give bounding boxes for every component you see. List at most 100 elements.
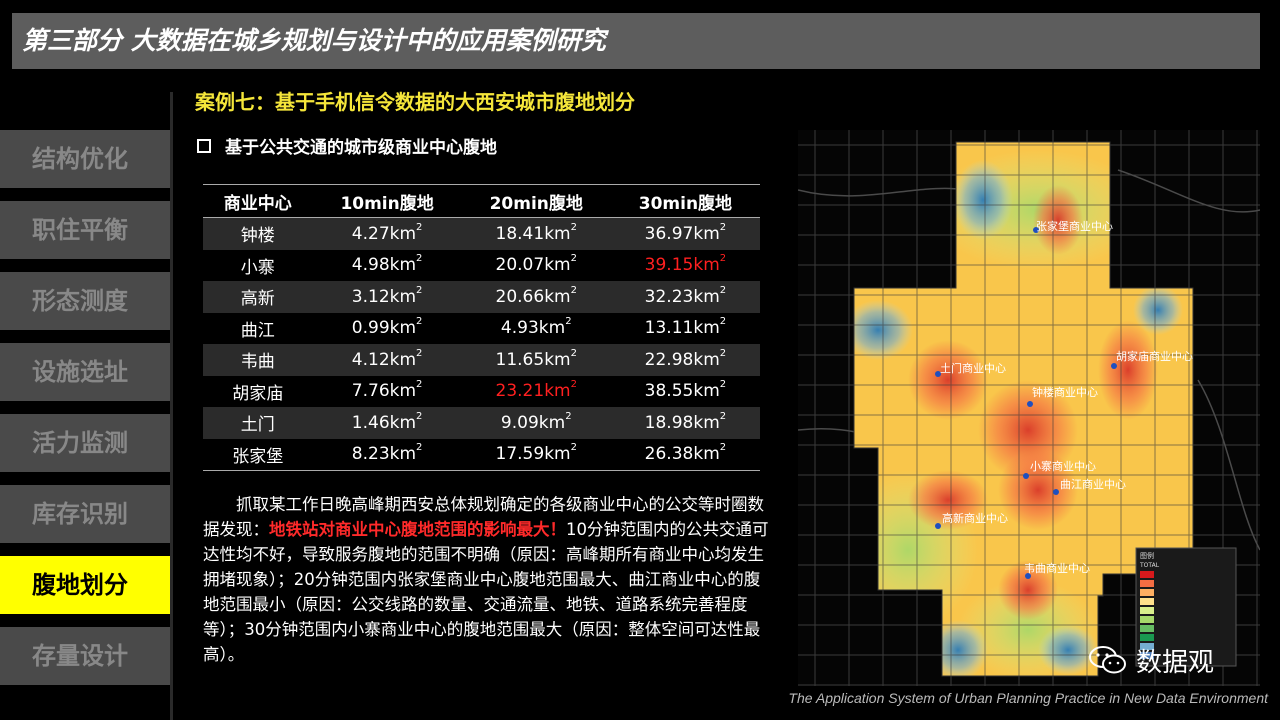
findings-text-2: 10分钟范围内的公共交通可达性均不好，导致服务腹地的范围不明确（原因：高峰期所有… [203,520,769,664]
area-unit: km [544,381,571,402]
area-unit-exponent: 2 [719,221,727,233]
area-unit: km [544,255,571,276]
area-unit: km [544,223,571,244]
area-value: 36.97 [644,223,694,244]
area-unit: km [538,412,566,433]
table-row: 曲江 0.99km2 4.93km2 13.11km2 [203,312,760,344]
area-value: 1.46 [351,412,390,433]
map-label-tumen: 土门商业中心 [940,361,1006,375]
area-unit-exponent: 2 [416,221,423,233]
area-cell-v10: 1.46km2 [312,407,462,439]
legend-swatch [1140,571,1154,578]
legend-swatch [1140,616,1154,623]
area-unit-exponent: 2 [570,221,577,233]
center-name-cell: 土门 [203,407,313,439]
area-cell-v30: 39.15km2 [610,249,760,281]
area-value: 4.93 [500,318,539,339]
area-unit-exponent: 2 [719,316,727,328]
legend-swatch [1140,634,1154,641]
area-unit-exponent: 2 [719,347,727,359]
column-header: 商业中心 [203,184,313,218]
area-unit: km [544,444,571,465]
hinterland-heatmap: 张家堡商业中心 胡家庙商业中心 土门商业中心 钟楼商业中心 小寨商业中心 曲江商… [798,130,1260,686]
sidebar-item-morphology[interactable]: 形态测度 [0,272,170,330]
legend-field: TOTAL [1139,562,1160,569]
watermark-text: 数据观 [1136,647,1215,678]
area-unit-exponent: 2 [719,442,727,454]
map-label-zhangjiabao: 张家堡商业中心 [1036,219,1113,233]
sidebar-item-structure[interactable]: 结构优化 [0,130,170,188]
legend-swatch [1140,589,1154,596]
area-value: 7.76 [351,381,390,402]
area-unit: km [389,412,417,433]
case-title: 案例七：基于手机信令数据的大西安城市腹地划分 [195,90,635,114]
area-value: 20.66 [495,286,545,307]
area-value: 23.21 [495,381,545,402]
legend-swatch [1140,598,1154,605]
area-unit-exponent: 2 [416,253,423,265]
area-value: 4.98 [351,255,390,276]
sidebar-item-facility-siting[interactable]: 设施选址 [0,343,170,401]
area-cell-v20: 17.59km2 [461,438,611,471]
area-unit: km [693,412,720,433]
area-value: 18.98 [644,412,694,433]
area-value: 17.59 [495,444,545,465]
header-title: 第三部分 大数据在城乡规划与设计中的应用案例研究 [22,26,606,55]
legend-title: 图例 [1140,551,1154,560]
area-unit-exponent: 2 [416,442,423,454]
sidebar-item-hinterland[interactable]: 腹地划分 [0,556,170,614]
section-subtitle: 基于公共交通的城市级商业中心腹地 [225,138,497,158]
area-value: 11.65 [495,349,545,370]
area-cell-v30: 22.98km2 [610,344,760,376]
wechat-icon [1089,646,1126,674]
sidebar-item-vitality[interactable]: 活力监测 [0,414,170,472]
area-unit: km [538,318,566,339]
area-cell-v30: 38.55km2 [610,375,760,407]
map-label-hujiamiao: 胡家庙商业中心 [1116,349,1193,363]
findings-paragraph: 抓取某工作日晚高峰期西安总体规划确定的各级商业中心的公交等时圈数据发现：地铁站对… [203,492,769,667]
area-unit: km [544,286,571,307]
table-row: 韦曲 4.12km2 11.65km2 22.98km2 [203,344,760,376]
legend-swatch [1140,607,1154,614]
area-cell-v20: 23.21km2 [461,375,611,407]
sidebar-item-inventory[interactable]: 库存识别 [0,485,170,543]
area-value: 22.98 [644,349,694,370]
area-unit: km [693,255,720,276]
center-markers [935,227,1117,579]
sidebar-item-stock-design[interactable]: 存量设计 [0,627,170,685]
legend-swatch [1140,625,1154,632]
area-cell-v20: 20.07km2 [461,249,611,281]
table-row: 钟楼 4.27km2 18.41km2 36.97km2 [203,217,760,250]
area-value: 0.99 [351,318,390,339]
area-value: 32.23 [644,286,694,307]
center-name-cell: 小寨 [203,249,313,281]
area-unit-exponent: 2 [416,379,423,391]
area-unit-exponent: 2 [719,284,727,296]
table-row: 张家堡 8.23km2 17.59km2 26.38km2 [203,438,760,471]
footer-caption: The Application System of Urban Planning… [788,690,1268,706]
area-cell-v10: 4.12km2 [312,344,462,376]
area-cell-v10: 0.99km2 [312,312,462,344]
area-cell-v20: 4.93km2 [461,312,611,344]
area-unit-exponent: 2 [416,410,423,422]
column-header: 10min腹地 [312,184,462,218]
area-unit: km [389,223,417,244]
area-cell-v20: 9.09km2 [461,407,611,439]
area-cell-v20: 11.65km2 [461,344,611,376]
legend-swatch [1140,580,1154,587]
area-unit-exponent: 2 [719,410,727,422]
area-value: 3.12 [351,286,390,307]
area-cell-v20: 20.66km2 [461,281,611,313]
area-unit-exponent: 2 [416,316,423,328]
area-unit: km [544,349,571,370]
map-label-gaoxin: 高新商业中心 [942,511,1008,525]
area-cell-v10: 4.98km2 [312,249,462,281]
area-value: 26.38 [644,444,694,465]
area-value: 13.11 [644,318,694,339]
area-value: 38.55 [644,381,694,402]
area-unit: km [693,381,720,402]
area-unit: km [693,444,720,465]
table-row: 土门 1.46km2 9.09km2 18.98km2 [203,407,760,439]
sidebar-item-jobs-housing[interactable]: 职住平衡 [0,201,170,259]
area-unit: km [389,318,417,339]
